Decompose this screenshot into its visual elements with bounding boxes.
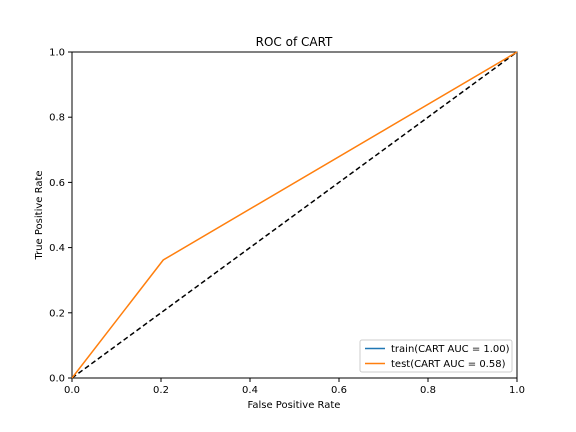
- legend-label-test: test(CART AUC = 0.58): [391, 359, 506, 370]
- y-tick-label: 1.0: [49, 48, 65, 59]
- y-tick-label: 0.4: [49, 243, 65, 254]
- legend-label-train: train(CART AUC = 1.00): [391, 344, 510, 355]
- x-tick-label: 0.2: [153, 385, 169, 396]
- y-tick-label: 0.6: [49, 178, 65, 189]
- y-tick-label: 0.0: [49, 374, 65, 385]
- y-tick-label: 0.8: [49, 113, 65, 124]
- x-tick-label: 0.8: [420, 385, 436, 396]
- x-tick-label: 0.6: [331, 385, 347, 396]
- x-tick-label: 0.4: [242, 385, 258, 396]
- y-tick-label: 0.2: [49, 308, 65, 319]
- y-axis-label: True Positive Rate: [34, 170, 45, 260]
- x-tick-label: 1.0: [509, 385, 525, 396]
- x-axis-label: False Positive Rate: [248, 400, 341, 411]
- x-tick-label: 0.0: [64, 385, 80, 396]
- chart-title: ROC of CART: [256, 35, 333, 49]
- x-axis: 0.0 0.2 0.4 0.6 0.8 1.0: [64, 378, 525, 396]
- plot-area: [72, 52, 517, 378]
- legend: train(CART AUC = 1.00) test(CART AUC = 0…: [360, 340, 512, 372]
- y-axis: 0.0 0.2 0.4 0.6 0.8 1.0: [49, 48, 72, 385]
